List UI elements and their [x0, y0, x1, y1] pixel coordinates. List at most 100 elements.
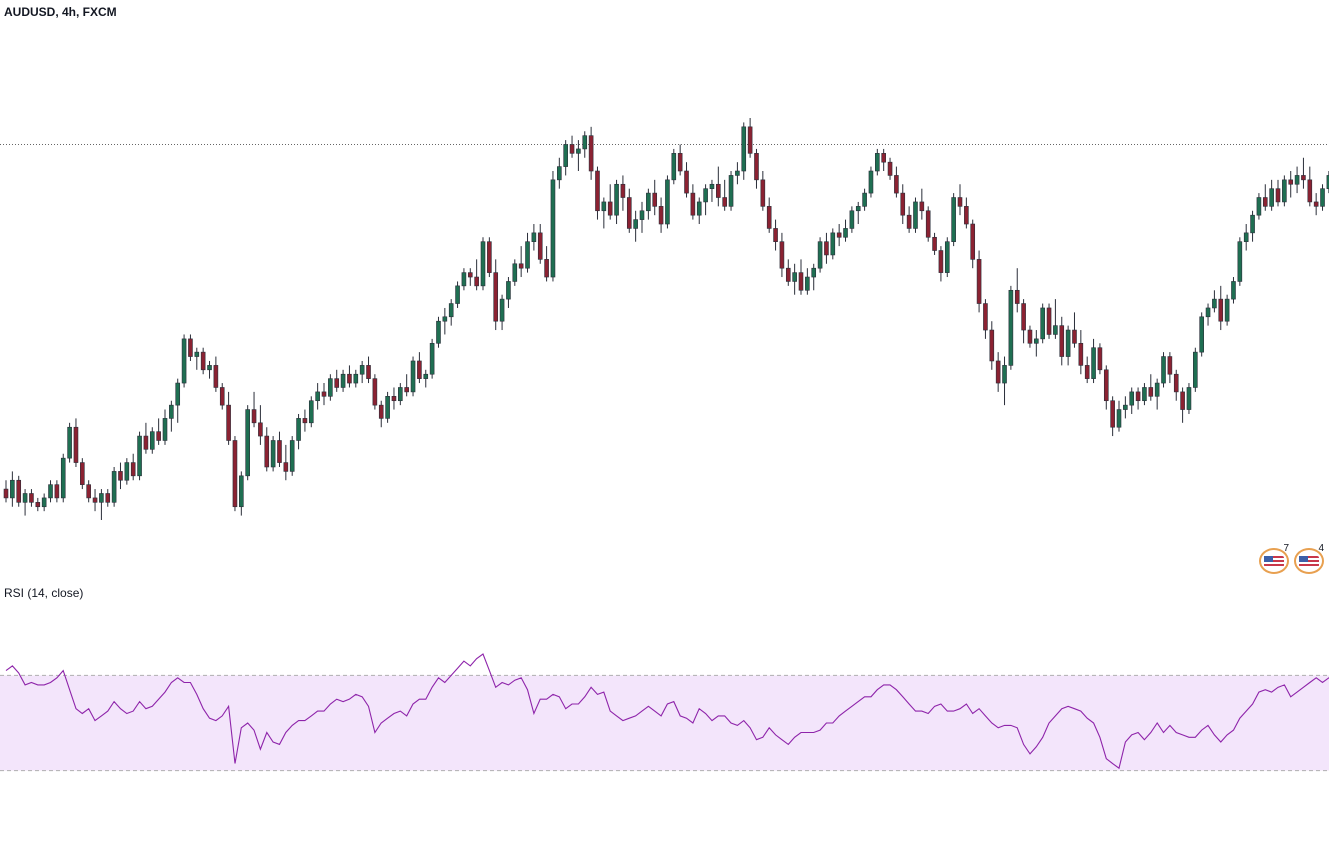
- candle: [773, 219, 778, 251]
- candle-body: [919, 201, 925, 212]
- candle-body: [1072, 329, 1077, 344]
- candle-body: [1294, 175, 1300, 185]
- candle: [334, 369, 340, 392]
- candle: [143, 422, 149, 454]
- candle-body: [665, 179, 670, 225]
- candle: [398, 383, 403, 406]
- candle: [226, 391, 231, 445]
- candle: [270, 436, 276, 472]
- candle: [86, 480, 91, 503]
- candle: [824, 232, 829, 264]
- candle: [213, 356, 219, 392]
- candle: [900, 184, 906, 225]
- candle: [576, 140, 581, 172]
- candle-body: [35, 502, 41, 508]
- candle-body: [219, 387, 225, 406]
- candle-body: [429, 342, 435, 375]
- candle: [1129, 387, 1135, 414]
- candle-body: [1097, 347, 1103, 371]
- candle: [442, 307, 448, 335]
- candle: [626, 188, 632, 233]
- candle-body: [976, 259, 982, 304]
- candle-body: [289, 440, 295, 472]
- candle-body: [67, 426, 72, 459]
- candle-body: [3, 488, 9, 499]
- candle: [1142, 383, 1147, 406]
- candle-body: [436, 320, 441, 344]
- candle-body: [10, 479, 15, 499]
- candle: [557, 157, 562, 189]
- candle-body: [824, 241, 829, 256]
- candle: [843, 219, 848, 242]
- event-marker-us[interactable]: 4: [1294, 543, 1324, 574]
- candle: [487, 237, 492, 278]
- candle-body: [1046, 307, 1052, 335]
- candle-body: [92, 497, 98, 503]
- candle-body: [1116, 409, 1122, 428]
- candle: [1091, 338, 1096, 384]
- candle: [169, 400, 174, 432]
- candle: [1135, 387, 1141, 410]
- candle: [80, 458, 85, 490]
- candle: [245, 405, 250, 481]
- candle-body: [1250, 214, 1255, 234]
- candle: [830, 228, 836, 260]
- candle-body: [1103, 369, 1109, 402]
- rsi-band-fill: [0, 675, 1329, 771]
- candle: [321, 383, 327, 406]
- candle: [976, 250, 982, 313]
- candle: [404, 374, 409, 397]
- rsi-indicator-title[interactable]: RSI (14, close): [4, 586, 84, 600]
- candle: [855, 201, 861, 225]
- candle-body: [805, 276, 810, 291]
- candle-body: [353, 373, 359, 384]
- candle: [658, 197, 664, 233]
- candle: [1269, 179, 1274, 211]
- candle: [1078, 330, 1084, 375]
- candle: [48, 480, 53, 503]
- candle: [1237, 237, 1243, 286]
- candle-body: [951, 197, 956, 242]
- candle-body: [506, 281, 511, 300]
- candle-body: [1034, 338, 1039, 344]
- candle-body: [855, 206, 861, 212]
- candle: [703, 184, 708, 216]
- candle: [690, 184, 696, 220]
- candle: [964, 197, 969, 229]
- candle-body: [881, 153, 886, 163]
- candle-body: [843, 228, 848, 238]
- candle-body: [270, 440, 276, 468]
- candle: [1040, 303, 1045, 344]
- candle: [194, 347, 200, 370]
- candle: [1282, 175, 1287, 207]
- event-marker-us[interactable]: 7: [1259, 543, 1289, 574]
- candle-body: [277, 440, 282, 463]
- candle: [563, 140, 568, 176]
- candle-body: [633, 219, 638, 229]
- candle: [1180, 387, 1185, 423]
- candle: [67, 422, 72, 463]
- price-layer: [0, 118, 1329, 520]
- candle: [417, 352, 422, 384]
- candle-body: [175, 382, 181, 406]
- candle-body: [366, 365, 371, 379]
- candle: [944, 237, 950, 278]
- candle: [1059, 316, 1065, 366]
- candle-body: [970, 223, 976, 260]
- candle-body: [417, 360, 422, 379]
- candle: [436, 316, 441, 348]
- candle-body: [1224, 298, 1230, 322]
- candle: [1021, 299, 1026, 344]
- candle-body: [315, 391, 320, 402]
- candle: [671, 148, 677, 185]
- candle-body: [404, 387, 409, 393]
- candle: [410, 356, 416, 397]
- candle-body: [735, 170, 740, 176]
- candle-body: [684, 170, 689, 194]
- candle-body: [1282, 179, 1287, 203]
- candle: [792, 263, 797, 295]
- symbol-title[interactable]: AUDUSD, 4h, FXCM: [4, 5, 117, 19]
- candle: [544, 246, 549, 282]
- candle: [779, 232, 785, 278]
